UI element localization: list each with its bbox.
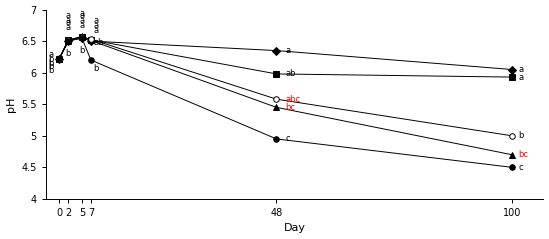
Y-axis label: pH: pH <box>5 97 15 112</box>
Text: a: a <box>79 9 85 18</box>
Text: a: a <box>66 16 71 25</box>
Text: ab: ab <box>285 69 296 78</box>
Text: a: a <box>93 16 98 25</box>
Text: a: a <box>79 16 85 25</box>
Text: b: b <box>65 49 71 58</box>
Text: a: a <box>93 26 98 35</box>
Text: bc: bc <box>519 150 529 159</box>
Text: a: a <box>79 11 85 20</box>
Text: b: b <box>48 66 54 75</box>
Text: c: c <box>519 163 523 172</box>
Text: b: b <box>48 55 54 64</box>
Text: ab: ab <box>93 38 104 47</box>
Text: b: b <box>79 45 85 54</box>
Text: b: b <box>519 131 524 140</box>
Text: a: a <box>66 11 71 20</box>
Text: a: a <box>519 73 524 81</box>
Text: b: b <box>48 62 54 71</box>
Text: c: c <box>285 134 290 143</box>
Text: a: a <box>93 21 98 30</box>
Text: abc: abc <box>285 95 301 104</box>
X-axis label: Day: Day <box>283 223 306 234</box>
Text: a: a <box>66 18 71 27</box>
Text: a: a <box>285 46 290 55</box>
Text: b: b <box>93 64 98 73</box>
Text: a: a <box>79 21 85 30</box>
Text: a: a <box>49 50 54 59</box>
Text: bc: bc <box>285 103 295 112</box>
Text: a: a <box>66 23 71 32</box>
Text: b: b <box>48 59 54 68</box>
Text: a: a <box>519 65 524 74</box>
